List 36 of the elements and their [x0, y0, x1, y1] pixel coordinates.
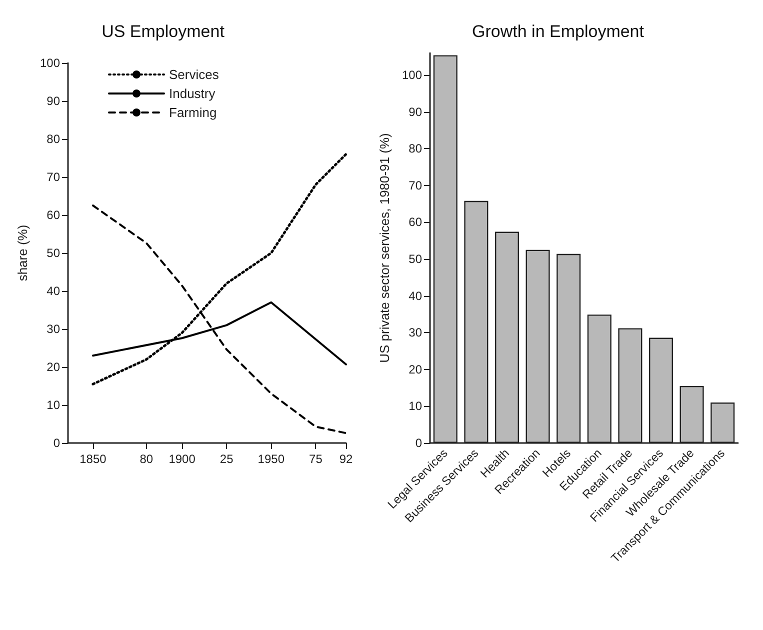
- legend-label: Industry: [169, 86, 216, 101]
- y-tick-label: 10: [408, 399, 422, 414]
- x-tick-label: 1950: [258, 452, 285, 466]
- y-tick-label: 0: [415, 436, 422, 450]
- y-tick-label: 30: [408, 326, 422, 340]
- x-tick-label: 1850: [80, 452, 107, 466]
- x-tick-label: 75: [309, 452, 323, 466]
- y-tick-label: 60: [46, 208, 60, 222]
- y-tick-label: 40: [46, 284, 60, 298]
- y-tick-label: 10: [46, 398, 60, 412]
- y-tick-label: 50: [46, 246, 60, 260]
- y-tick-label: 90: [46, 94, 60, 108]
- chart-title: US Employment: [102, 22, 225, 41]
- y-tick-label: 80: [408, 142, 422, 156]
- x-tick-label: 25: [220, 452, 234, 466]
- legend-label: Farming: [169, 105, 217, 120]
- x-tick-label: 80: [140, 452, 154, 466]
- y-tick-label: 100: [40, 56, 60, 70]
- x-tick-label: 1900: [168, 452, 196, 466]
- y-tick-label: 30: [46, 322, 60, 336]
- y-tick-label: 70: [46, 170, 60, 184]
- y-tick-label: 0: [53, 436, 60, 450]
- y-tick-label: 20: [46, 360, 60, 374]
- y-tick-label: 80: [46, 132, 60, 146]
- chart-title: Growth in Employment: [472, 22, 644, 41]
- y-tick-label: 40: [408, 288, 422, 303]
- legend-label: Services: [169, 67, 220, 82]
- y-axis-title: US private sector services, 1980-91 (%): [377, 133, 392, 363]
- y-tick-label: 60: [408, 215, 422, 230]
- y-tick-label: 70: [408, 178, 422, 192]
- y-tick-label: 50: [408, 252, 422, 266]
- x-tick-label: 92: [339, 452, 353, 466]
- y-tick-label: 100: [402, 68, 422, 82]
- y-tick-label: 90: [408, 104, 422, 119]
- y-tick-label: 20: [408, 362, 422, 376]
- y-axis-title: share (%): [15, 224, 30, 282]
